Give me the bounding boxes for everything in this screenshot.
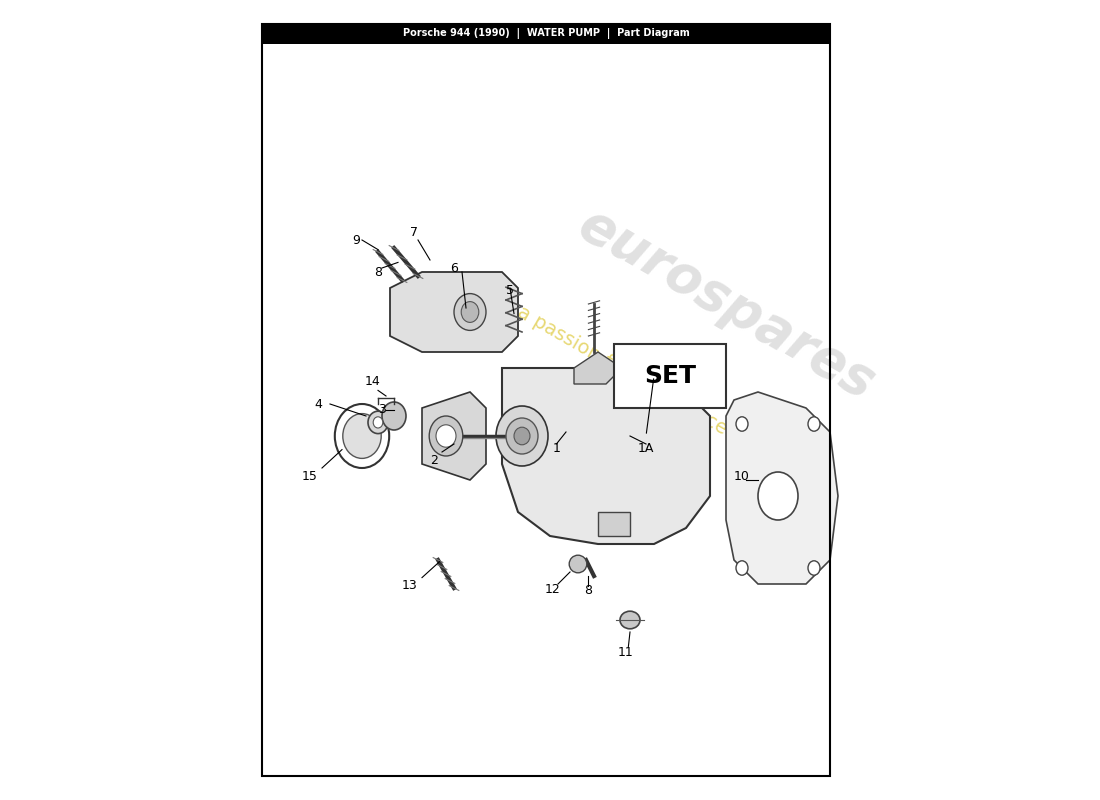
Ellipse shape	[808, 561, 820, 575]
Ellipse shape	[461, 302, 478, 322]
Ellipse shape	[736, 417, 748, 431]
Text: 13: 13	[403, 579, 418, 592]
Text: 15: 15	[302, 470, 318, 482]
Bar	[262, 24, 830, 44]
Text: SET: SET	[644, 364, 696, 388]
Text: a passion for parts since 1985: a passion for parts since 1985	[514, 302, 779, 466]
Ellipse shape	[808, 417, 820, 431]
Ellipse shape	[373, 417, 383, 428]
Text: 2: 2	[430, 454, 438, 466]
Ellipse shape	[620, 611, 640, 629]
Ellipse shape	[514, 427, 530, 445]
Text: 5: 5	[506, 284, 514, 297]
Ellipse shape	[496, 406, 548, 466]
Ellipse shape	[334, 404, 389, 468]
Ellipse shape	[436, 425, 456, 447]
Text: eurospares: eurospares	[569, 198, 883, 410]
Ellipse shape	[382, 402, 406, 430]
Text: 8: 8	[584, 584, 593, 597]
Text: 12: 12	[544, 583, 560, 596]
Bar	[262, 24, 830, 776]
Ellipse shape	[343, 414, 382, 458]
Text: Porsche 944 (1990)  |  WATER PUMP  |  Part Diagram: Porsche 944 (1990) | WATER PUMP | Part D…	[403, 28, 690, 39]
Polygon shape	[574, 352, 622, 384]
Text: 6: 6	[450, 262, 458, 274]
Ellipse shape	[758, 472, 798, 520]
Text: 7: 7	[410, 226, 418, 238]
Ellipse shape	[736, 561, 748, 575]
Text: 4: 4	[315, 398, 322, 410]
Polygon shape	[598, 512, 630, 536]
Text: 3: 3	[378, 403, 386, 416]
Bar	[614, 344, 726, 408]
Text: 14: 14	[364, 375, 381, 388]
Ellipse shape	[569, 555, 586, 573]
Polygon shape	[502, 368, 710, 544]
Ellipse shape	[506, 418, 538, 454]
Text: 1A: 1A	[638, 442, 654, 454]
Text: 8: 8	[374, 266, 382, 278]
Text: 11: 11	[617, 646, 634, 658]
Text: 9: 9	[352, 234, 361, 246]
Polygon shape	[726, 392, 838, 584]
Ellipse shape	[368, 411, 388, 434]
Text: 1: 1	[552, 442, 560, 454]
Polygon shape	[390, 272, 518, 352]
Ellipse shape	[429, 416, 463, 456]
Text: 10: 10	[734, 470, 750, 482]
Ellipse shape	[454, 294, 486, 330]
Polygon shape	[422, 392, 486, 480]
